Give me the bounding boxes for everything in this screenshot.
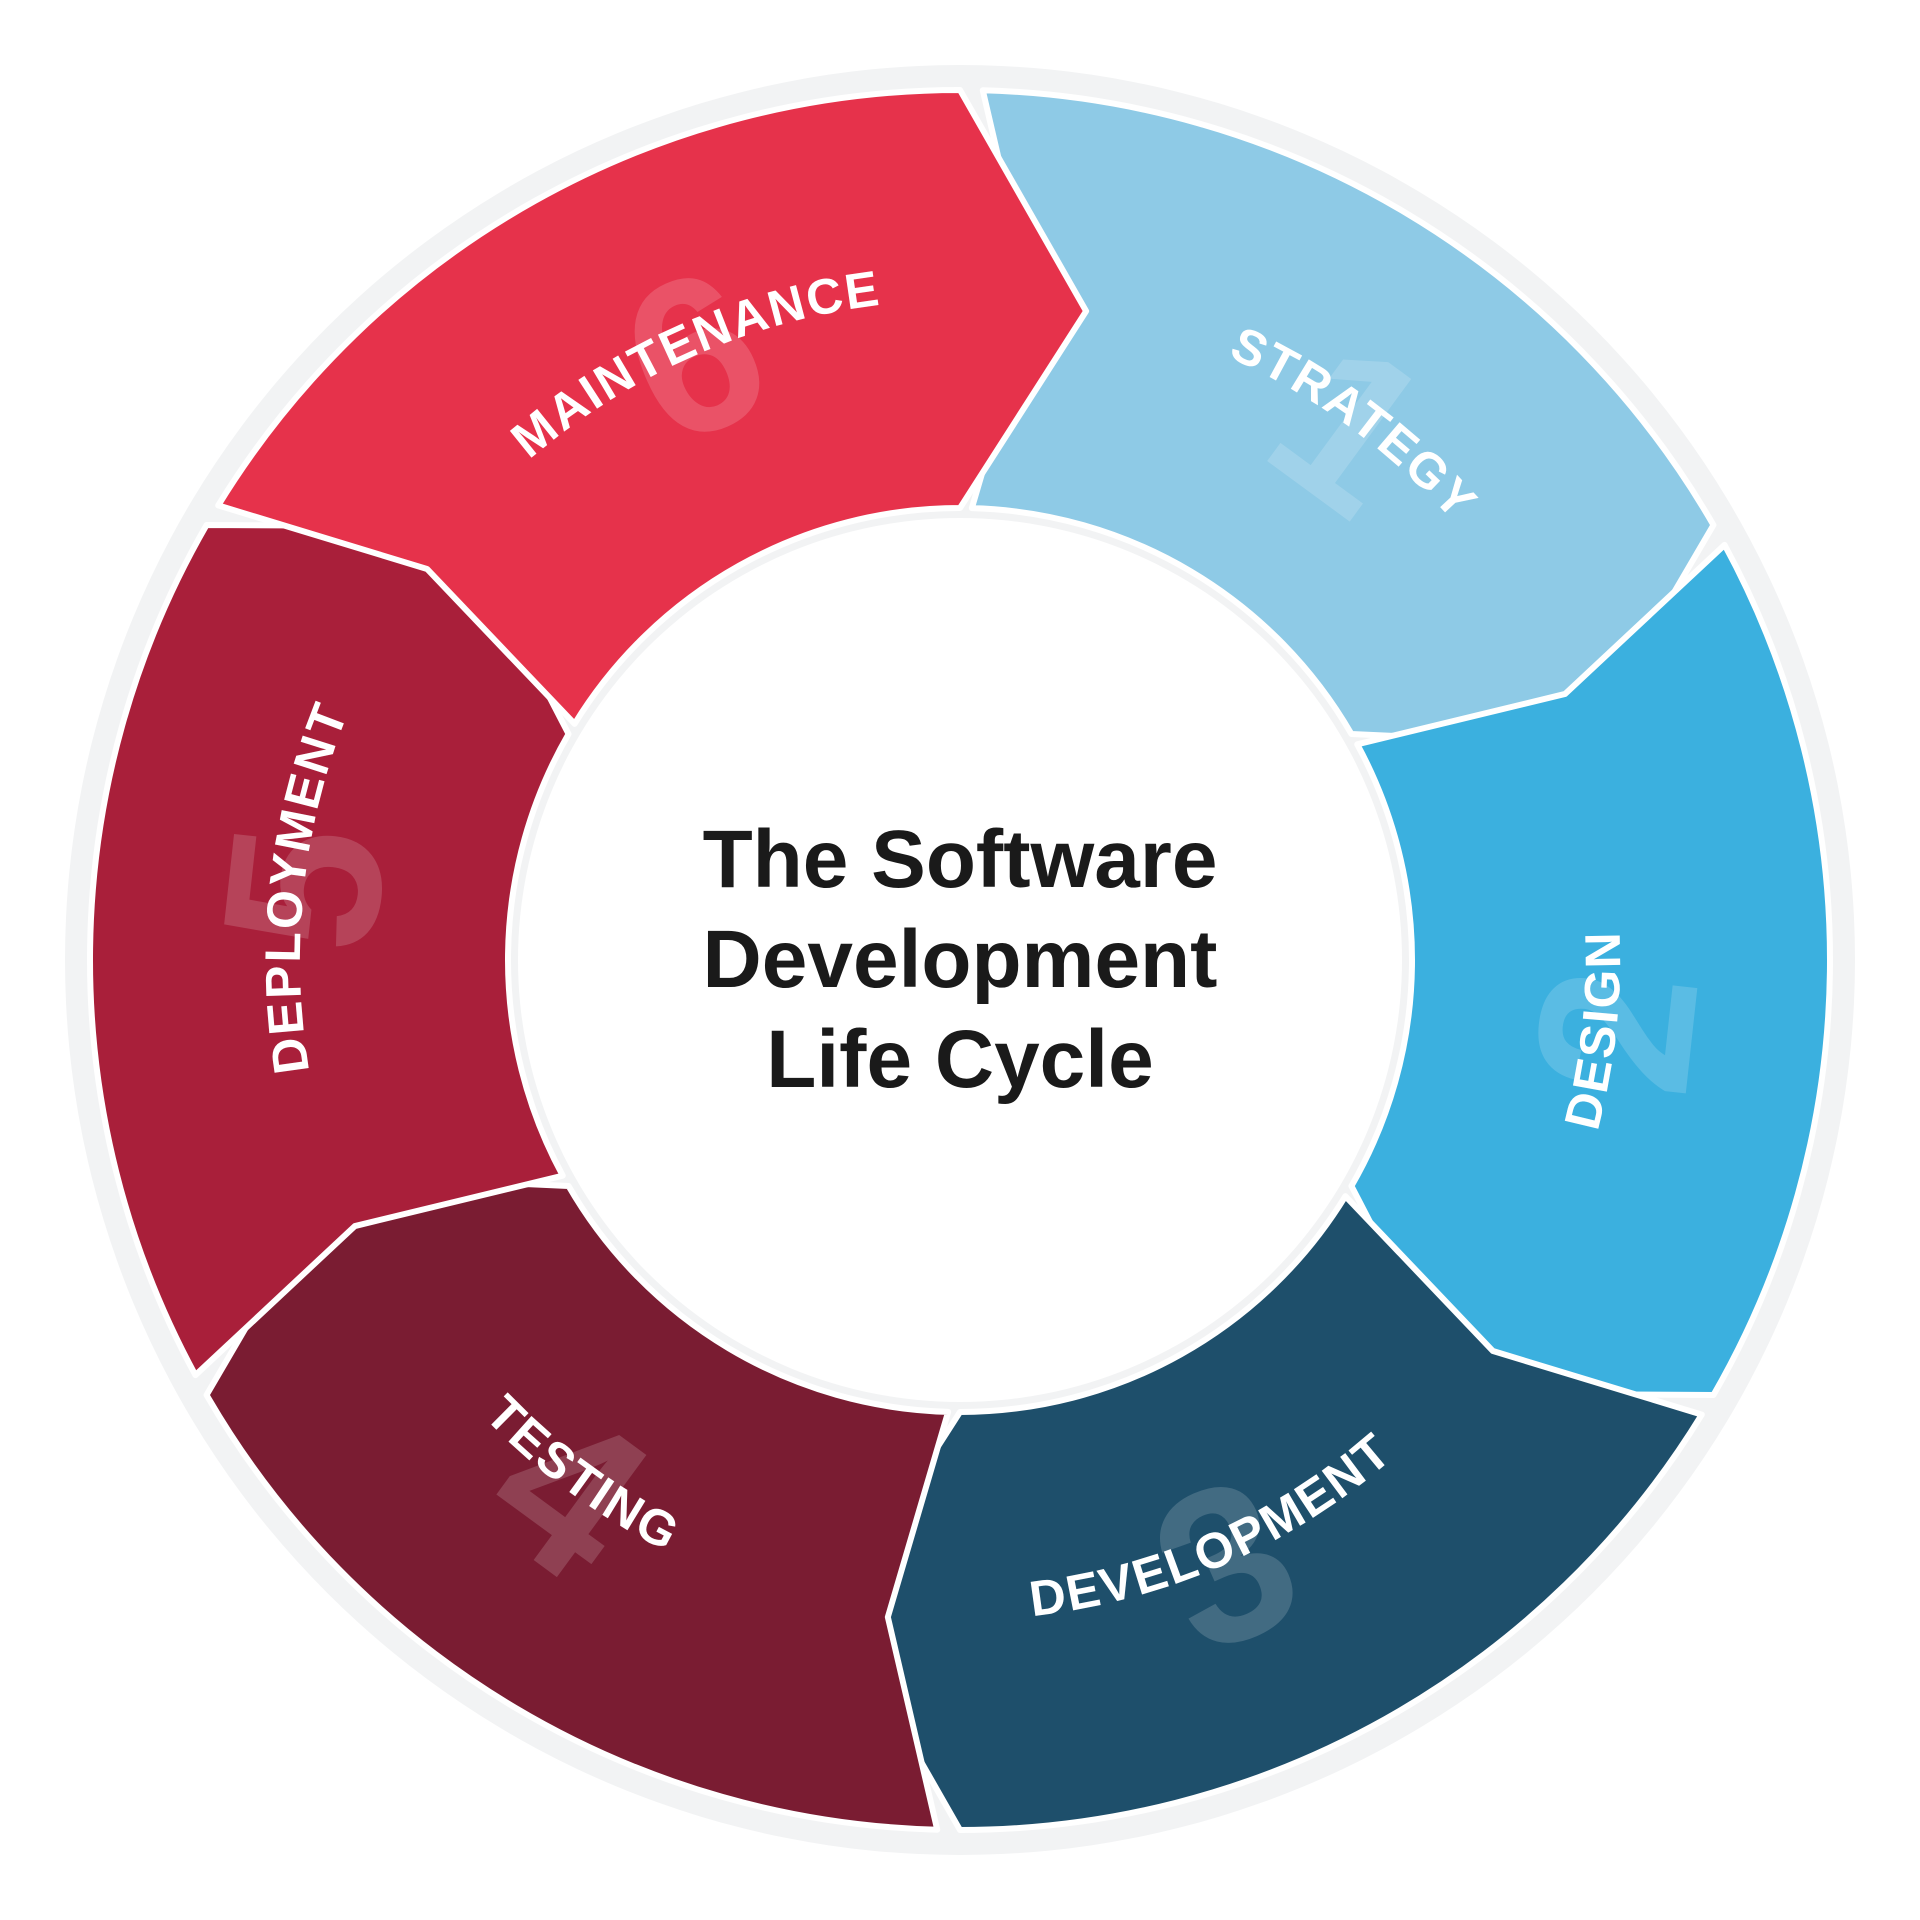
sdlc-cycle-diagram: 1STRATEGY2DESIGN3DEVELOPMENT4TESTING5DEP… <box>0 0 1920 1920</box>
center-title-line-2: Development <box>703 910 1218 1010</box>
center-title-line-3: Life Cycle <box>703 1010 1218 1110</box>
center-title-line-1: The Software <box>703 810 1218 910</box>
center-title: The Software Development Life Cycle <box>703 810 1218 1110</box>
